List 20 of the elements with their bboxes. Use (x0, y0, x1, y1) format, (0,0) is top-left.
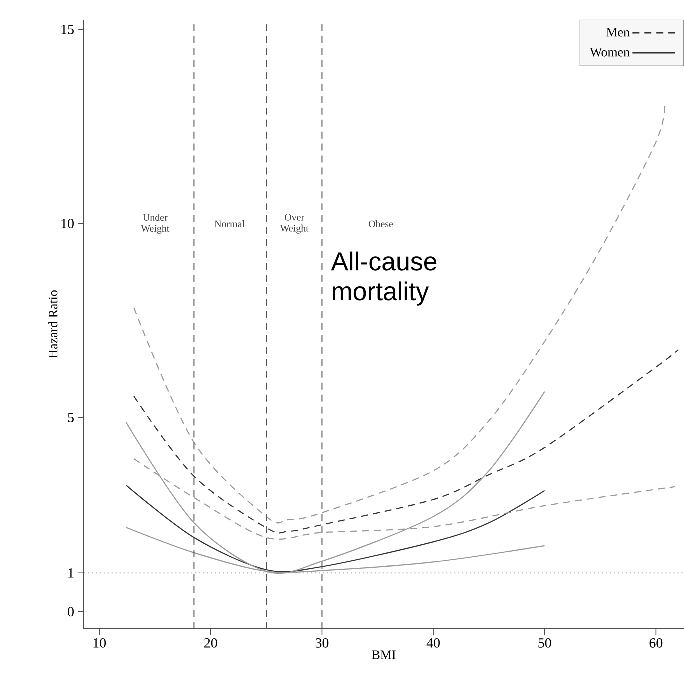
x-tick-label: 50 (538, 638, 552, 648)
y-tick-label: 5 (68, 413, 74, 422)
y-tick-label: 15 (62, 25, 74, 34)
annotation: All-cause mortality (331, 252, 437, 306)
y-tick-label: 0 (68, 607, 74, 617)
y-tick-label: 1 (68, 568, 74, 578)
x-tick-label: 40 (426, 638, 440, 648)
legend-label: Men (606, 28, 630, 37)
annotation: Under Weight (141, 214, 170, 234)
annotation: Over Weight (280, 214, 309, 234)
x-tick-label: 20 (204, 638, 218, 648)
x-tick-label: 10 (94, 638, 106, 648)
annotation: Normal (214, 220, 245, 228)
x-tick-label: 60 (650, 638, 663, 648)
x-axis-title: BMI (372, 650, 396, 660)
y-tick-label: 10 (62, 219, 74, 228)
annotation: Obese (368, 220, 394, 228)
legend-label: Women (590, 48, 630, 57)
x-tick-label: 30 (316, 638, 329, 648)
y-axis-title: Hazard Ratio (48, 290, 58, 358)
